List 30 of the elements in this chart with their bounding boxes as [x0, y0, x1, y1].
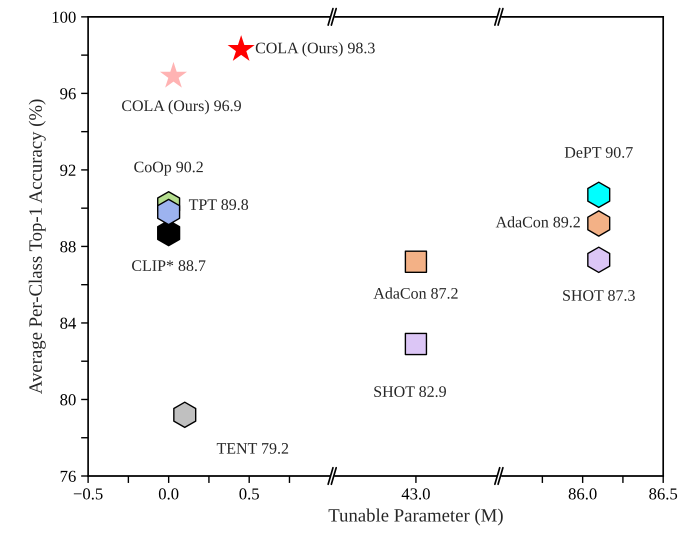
y-tick-label: 92 [60, 164, 76, 176]
x-tick-label: −0.5 [74, 488, 103, 500]
x-tick-label: 86.5 [649, 488, 678, 500]
y-tick-label: 96 [60, 88, 76, 100]
annotation: CoOp 90.2 [134, 162, 203, 176]
y-tick-label: 76 [60, 470, 76, 482]
y-tick-label: 80 [60, 394, 76, 406]
x-tick-label: 0.5 [239, 488, 259, 500]
annotation: AdaCon 87.2 [373, 287, 458, 299]
y-axis-title: Average Per-Class Top-1 Accuracy (%) [28, 100, 46, 394]
annotation: TENT 79.2 [216, 443, 288, 454]
annotation: AdaCon 89.2 [496, 216, 580, 228]
annotation: DePT 90.7 [564, 147, 633, 158]
point [160, 62, 188, 88]
x-axis-title: Tunable Parameter (M) [328, 508, 503, 526]
point [173, 401, 196, 428]
annotation: SHOT 82.9 [374, 386, 446, 398]
annotation: CLIP* 88.7 [132, 260, 206, 272]
x-tick-label: 43.0 [402, 488, 430, 500]
annotation: COLA (Ours) 96.9 [122, 100, 241, 114]
annotation: SHOT 87.3 [563, 290, 635, 301]
y-tick-label: 88 [60, 241, 76, 252]
point [157, 198, 180, 226]
annotation: TPT 89.8 [188, 199, 248, 210]
y-tick-label: 84 [60, 318, 76, 329]
annotation: COLA (Ours) 98.3 [256, 42, 375, 57]
y-tick-label: 100 [52, 12, 76, 23]
x-tick-label: 0.0 [158, 488, 178, 500]
x-tick-label: 86.0 [568, 488, 597, 500]
point [228, 35, 255, 61]
